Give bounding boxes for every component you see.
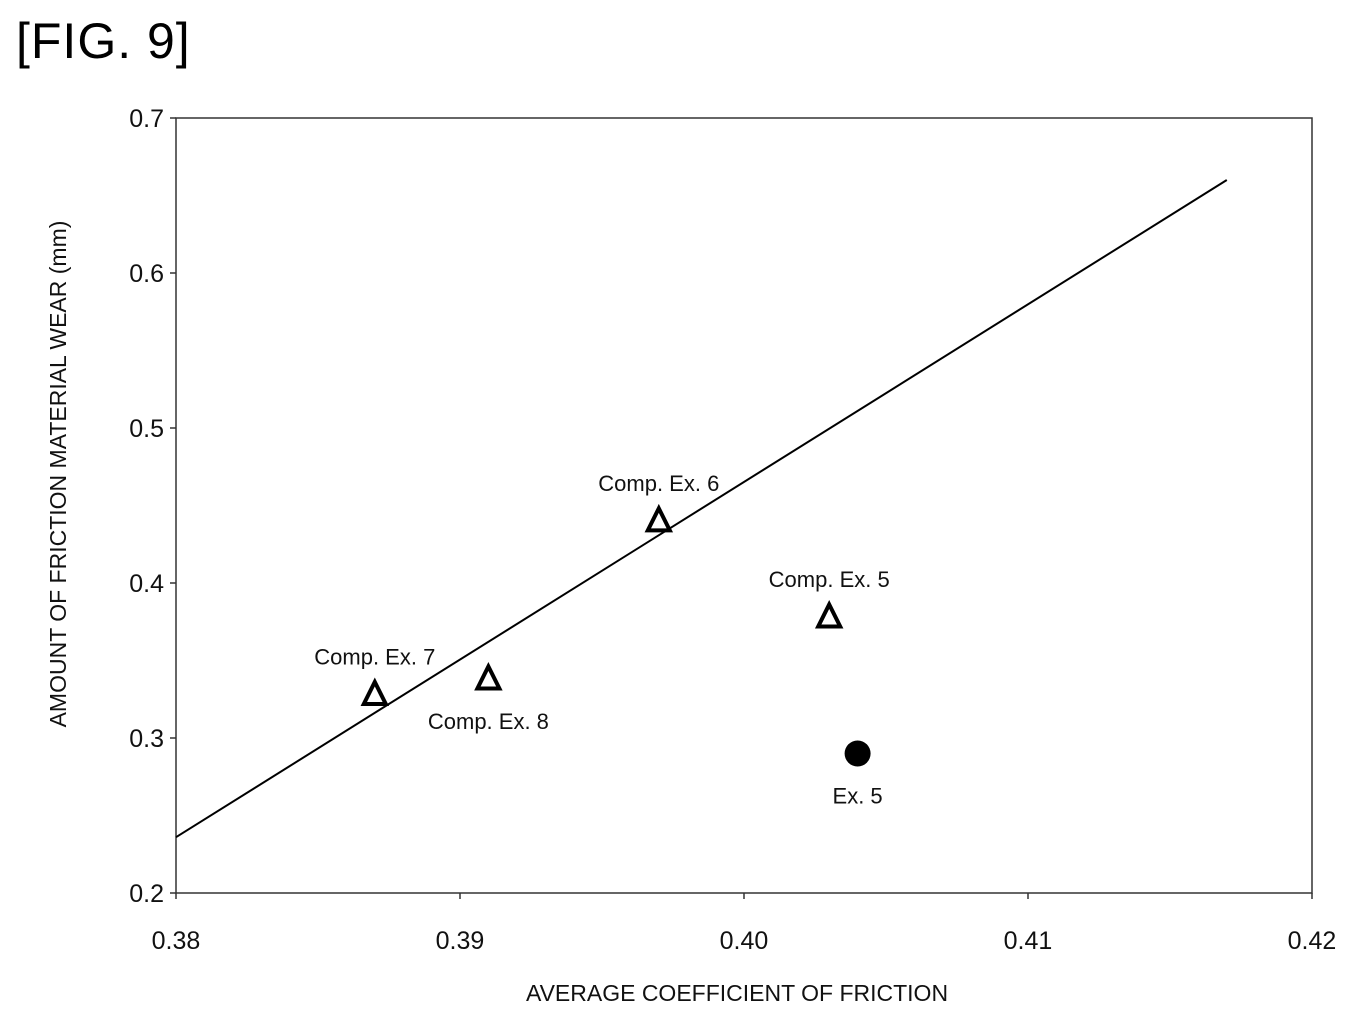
y-tick-label: 0.3: [129, 725, 164, 753]
y-tick-label: 0.5: [129, 415, 164, 443]
data-point-label: Comp. Ex. 7: [314, 645, 435, 670]
data-point-label: Ex. 5: [833, 784, 883, 809]
x-tick-label: 0.40: [720, 927, 769, 955]
data-point-triangle: [814, 599, 844, 629]
x-tick-label: 0.38: [152, 927, 201, 955]
y-axis: 0.2 0.3 0.4 0.5 0.6 0.7: [129, 105, 176, 908]
data-point-triangle: [644, 503, 674, 533]
data-point-label: Comp. Ex. 6: [598, 471, 719, 496]
x-axis-label: AVERAGE COEFFICIENT OF FRICTION: [526, 980, 948, 1006]
data-point-triangle: [360, 677, 390, 706]
x-tick-label: 0.41: [1004, 927, 1053, 955]
figure-label: [FIG. 9]: [16, 13, 191, 69]
x-tick-label: 0.39: [436, 927, 485, 955]
trendline: [175, 179, 1228, 839]
data-point-circle: [844, 740, 871, 767]
y-tick-label: 0.4: [129, 570, 164, 598]
data-points: Comp. Ex. 7 Comp. Ex. 8 Comp. Ex. 6 Comp. E…: [314, 471, 889, 809]
data-point-triangle: [474, 661, 503, 691]
x-tick-label: 0.42: [1288, 927, 1337, 955]
y-axis-label: AMOUNT OF FRICTION MATERIAL WEAR (mm): [45, 221, 71, 728]
x-axis: 0.38 0.39 0.40 0.41 0.42: [152, 893, 1337, 955]
trendline-path: [175, 179, 1228, 839]
y-tick-label: 0.2: [129, 880, 164, 908]
data-point-label: Comp. Ex. 8: [428, 709, 549, 734]
y-tick-label: 0.7: [129, 105, 164, 133]
y-tick-label: 0.6: [129, 260, 164, 288]
data-point-label: Comp. Ex. 5: [769, 567, 890, 592]
